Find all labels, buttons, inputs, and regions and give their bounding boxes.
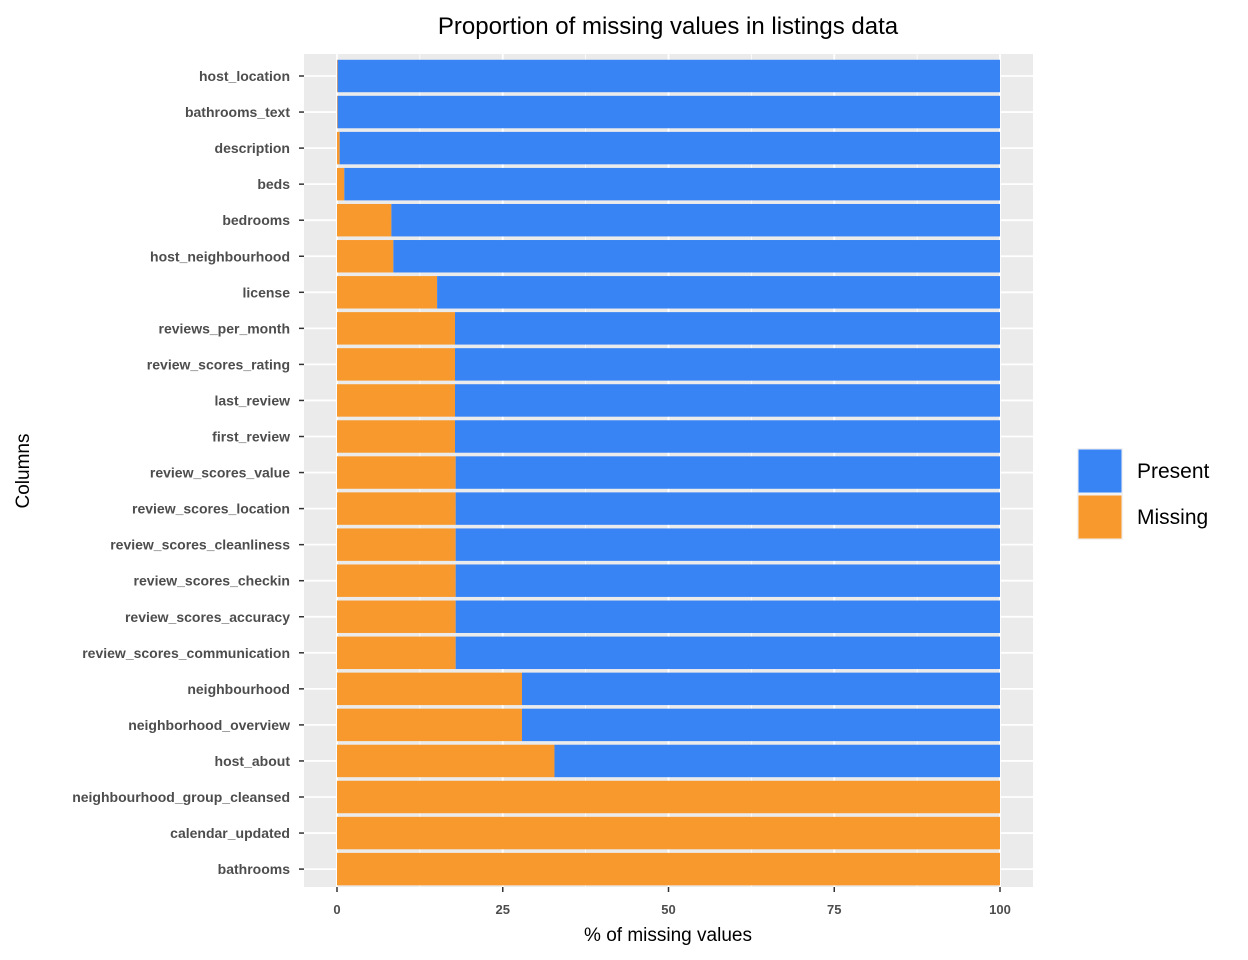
bar-present — [554, 744, 1000, 778]
bar-present — [339, 131, 1001, 165]
y-tick-label: bathrooms — [218, 861, 291, 877]
bar-missing — [337, 384, 456, 417]
bar-missing — [337, 59, 338, 93]
bar-missing — [337, 492, 456, 525]
y-tick-label: host_about — [215, 753, 291, 769]
bar-present — [393, 240, 1001, 273]
chart-title: Proportion of missing values in listings… — [438, 13, 899, 40]
x-tick-label: 75 — [827, 902, 841, 917]
y-tick-label: description — [215, 140, 290, 156]
y-tick-label: bedrooms — [222, 212, 290, 228]
y-tick-label: bathrooms_text — [185, 104, 290, 120]
legend: Present Missing — [1077, 448, 1210, 540]
bar-present — [455, 528, 1000, 561]
bars — [337, 59, 1001, 886]
y-tick-label: review_scores_cleanliness — [110, 537, 290, 553]
y-tick-label: host_location — [199, 68, 290, 84]
legend-swatch — [1078, 495, 1122, 539]
bar-present — [437, 276, 1000, 309]
x-axis-title: % of missing values — [584, 925, 752, 946]
bar-present — [521, 708, 1000, 742]
bar-present — [455, 600, 1000, 633]
x-tick-label: 0 — [333, 902, 340, 917]
bar-missing — [337, 564, 456, 597]
bar-missing — [337, 600, 456, 633]
bar-present — [521, 672, 1000, 706]
bar-missing — [337, 744, 555, 778]
bar-missing — [337, 95, 338, 129]
y-tick-label: host_neighbourhood — [150, 248, 290, 264]
bar-present — [344, 167, 1001, 201]
bar-present — [455, 420, 1000, 453]
bar-missing — [337, 528, 456, 561]
bar-missing — [337, 780, 1000, 814]
y-tick-label: calendar_updated — [170, 825, 290, 841]
legend-label: Present — [1137, 460, 1210, 483]
bar-missing — [337, 348, 456, 381]
bar-missing — [337, 167, 345, 201]
bar-missing — [337, 636, 456, 670]
x-tick-label: 25 — [496, 902, 510, 917]
bar-present — [455, 456, 1000, 489]
y-tick-label: review_scores_accuracy — [125, 609, 290, 625]
x-axis: 0 25 50 75 100 — [333, 887, 1011, 917]
bar-missing — [337, 708, 522, 742]
bar-present — [455, 384, 1000, 417]
bar-missing — [337, 203, 392, 237]
bar-missing — [337, 456, 456, 489]
bar-present — [455, 636, 1000, 670]
y-tick-label: license — [243, 284, 291, 300]
y-tick-label: neighbourhood_group_cleansed — [72, 789, 290, 805]
y-axis-title: Columns — [13, 434, 34, 509]
y-tick-label: last_review — [215, 392, 291, 408]
y-tick-label: review_scores_rating — [147, 356, 290, 372]
legend-label: Missing — [1137, 506, 1208, 529]
y-tick-label: review_scores_value — [150, 465, 290, 481]
x-tick-label: 100 — [989, 902, 1011, 917]
y-tick-label: review_scores_checkin — [134, 573, 290, 589]
y-tick-label: review_scores_communication — [82, 645, 290, 661]
bar-present — [455, 492, 1000, 525]
bar-present — [455, 312, 1000, 345]
bar-present — [455, 564, 1000, 597]
bar-present — [391, 203, 1001, 237]
bar-missing — [337, 276, 438, 309]
bar-missing — [337, 672, 522, 706]
y-axis: host_location bathrooms_text description be… — [72, 68, 304, 877]
y-tick-label: first_review — [212, 429, 290, 445]
x-tick-label: 50 — [661, 902, 675, 917]
y-tick-label: beds — [257, 176, 290, 192]
bar-missing — [337, 816, 1000, 850]
bar-present — [337, 95, 1001, 129]
y-tick-label: neighborhood_overview — [128, 717, 290, 733]
legend-swatch — [1078, 449, 1122, 493]
bar-present — [337, 59, 1001, 93]
bar-missing — [337, 852, 1000, 886]
bar-missing — [337, 131, 340, 165]
bar-missing — [337, 240, 394, 273]
bar-present — [455, 348, 1000, 381]
bar-missing — [337, 420, 456, 453]
bar-missing — [337, 312, 456, 345]
y-tick-label: review_scores_location — [132, 501, 290, 517]
y-tick-label: reviews_per_month — [159, 320, 291, 336]
y-tick-label: neighbourhood — [187, 681, 290, 697]
